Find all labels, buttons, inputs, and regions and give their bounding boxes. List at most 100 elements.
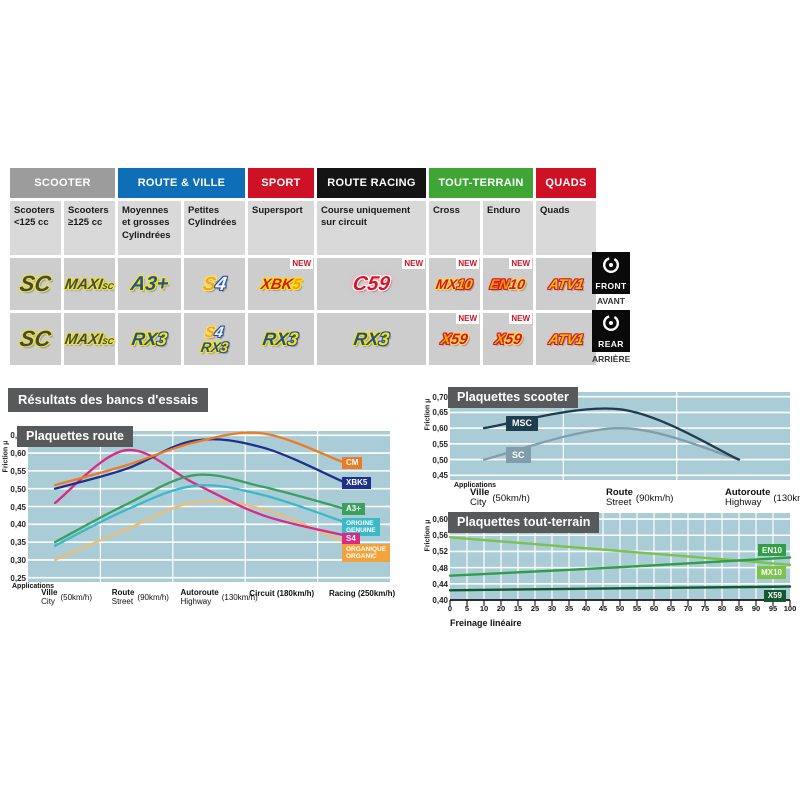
pad-cell-front-4: S4 <box>184 258 245 310</box>
y-tick-label: 0,48 <box>432 563 448 573</box>
x-tick-label: 0 <box>447 604 453 613</box>
product-logo-mx10: MX10 <box>434 276 475 292</box>
series-label-line: S4 <box>346 534 356 544</box>
x-axis-category: Racing (250km/h) <box>329 589 395 598</box>
product-logo-a3plus: A3+ <box>129 273 170 295</box>
category-name-en: Street <box>606 497 632 509</box>
series-label-x59: X59 <box>763 589 786 603</box>
product-logo-s4: S4 <box>201 273 228 295</box>
pad-cell-rear-3: RX3 <box>118 313 181 365</box>
product-logo-en10: EN10 <box>489 276 527 292</box>
y-tick-label: 0,30 <box>10 555 26 565</box>
category-name-fr: Ville <box>41 588 58 597</box>
logo-text: 10 <box>508 276 527 292</box>
category-header-tout-terrain: TOUT-TERRAIN <box>429 168 533 198</box>
y-tick-label: 0,55 <box>432 439 448 449</box>
series-line-cm <box>53 431 345 487</box>
x-tick-label: 75 <box>700 604 710 613</box>
logo-text: 59 <box>503 330 523 348</box>
logo-text: MX <box>434 276 459 292</box>
y-tick-label: 0,35 <box>10 538 26 548</box>
category-name-en: Highway <box>180 596 212 606</box>
x-axis-title: Freinage linéaire <box>450 618 522 628</box>
logo-text: 10 <box>455 276 475 292</box>
category-speed: (50km/h) <box>492 492 530 504</box>
category-name-fr: Autoroute <box>725 487 771 498</box>
pad-cell-rear-9: ATV1 <box>536 313 596 365</box>
logo-text: 3 <box>219 338 230 355</box>
category-speed: (130km/h) <box>773 492 800 504</box>
y-tick-label: 0,45 <box>10 502 26 512</box>
series-label-line: XBK5 <box>346 478 368 488</box>
x-tick-label: 90 <box>751 604 761 613</box>
logo-text: ATV1 <box>547 331 585 347</box>
category-header-scooter: SCOOTER <box>10 168 115 198</box>
logo-text: 3 <box>155 329 169 349</box>
series-label-xbk5: XBK5 <box>342 476 372 489</box>
series-label-a3: A3+ <box>342 502 365 515</box>
x-tick-label: 20 <box>496 604 506 613</box>
series-label-line: GENUINE <box>346 527 376 535</box>
series-label-sc: SC <box>506 447 531 463</box>
x-tick-label: 60 <box>649 604 659 613</box>
x-tick-label: 45 <box>598 604 608 613</box>
x-tick-label: 55 <box>632 604 642 613</box>
x-tick-label: 5 <box>464 604 470 613</box>
chart-plaquettes-scooter: Plaquettes scooter Friction μ 0,70 0,65 0,60… <box>420 385 800 509</box>
series-label-line: ORGANIQUE <box>346 545 387 553</box>
logo-text: ATV1 <box>547 276 585 292</box>
logo-text: SC <box>18 271 53 296</box>
pad-cell-rear-6: RX3 <box>317 313 426 365</box>
category-header-quads: QUADS <box>536 168 596 198</box>
y-tick-label: 0,65 <box>432 408 448 418</box>
series-line-xbk5 <box>53 438 345 490</box>
y-tick-label: 0,52 <box>432 547 448 557</box>
pad-cell-rear-2: MAXISC <box>64 313 115 365</box>
y-tick-label: 0,40 <box>432 596 448 605</box>
category-speed: (90km/h) <box>635 492 674 504</box>
logo-text: SC <box>18 326 53 351</box>
series-label-cm: CM <box>342 456 363 470</box>
series-label-mx10: MX10 <box>757 566 786 579</box>
product-logo-rx3: RX3 <box>262 329 300 349</box>
subcategory-header-cross: Cross <box>429 201 480 255</box>
series-line-a3 <box>53 473 345 544</box>
x-tick-label: 100 <box>783 604 797 613</box>
new-badge: NEW <box>456 313 479 324</box>
new-badge: NEW <box>402 258 425 269</box>
axle-label-en: REAR <box>598 339 624 349</box>
new-badge: NEW <box>456 258 479 269</box>
product-logo-rx3: RX3 <box>200 338 230 355</box>
x-tick-label: 40 <box>581 604 591 613</box>
logo-text: SC <box>101 281 115 291</box>
category-header-route-ville: ROUTE & VILLE <box>118 168 245 198</box>
category-name-en: Highway <box>725 497 762 509</box>
subcategory-header-enduro: Enduro <box>483 201 533 255</box>
front-brake-disc-icon <box>601 255 621 280</box>
logo-text: MAXI <box>63 330 104 348</box>
category-name-en: City <box>41 596 55 606</box>
logo-text: 59 <box>449 330 470 348</box>
x-axis-note: Applications <box>454 482 497 489</box>
product-logo-c59: C59 <box>351 273 391 295</box>
pad-cell-front-3: A3+ <box>118 258 181 310</box>
y-tick-label: 0,44 <box>432 579 448 589</box>
series-label-organique: ORGANIQUE ORGANIC <box>342 544 391 563</box>
x-tick-label: 50 <box>615 604 625 613</box>
category-name-fr: Ville <box>470 487 490 498</box>
product-logo-s4: S4 <box>204 324 225 341</box>
x-axis-category: Route Street (90km/h) <box>606 487 674 509</box>
subcategory-header-scooters-125-cc: Scooters <125 cc <box>10 201 61 255</box>
product-logo-atv1: ATV1 <box>547 331 585 347</box>
x-axis-note: Applications <box>12 583 55 590</box>
series-line-x59 <box>448 585 792 592</box>
logo-text: 4 <box>213 273 228 295</box>
logo-text: RX <box>130 329 159 349</box>
plot-area <box>28 431 390 582</box>
rear-brake-disc-icon <box>601 313 621 338</box>
x-tick-label: 30 <box>547 604 557 613</box>
subcategory-header-course-uniquement-sur-circuit: Course uniquement sur circuit <box>317 201 426 255</box>
x-tick-label: 85 <box>734 604 744 613</box>
